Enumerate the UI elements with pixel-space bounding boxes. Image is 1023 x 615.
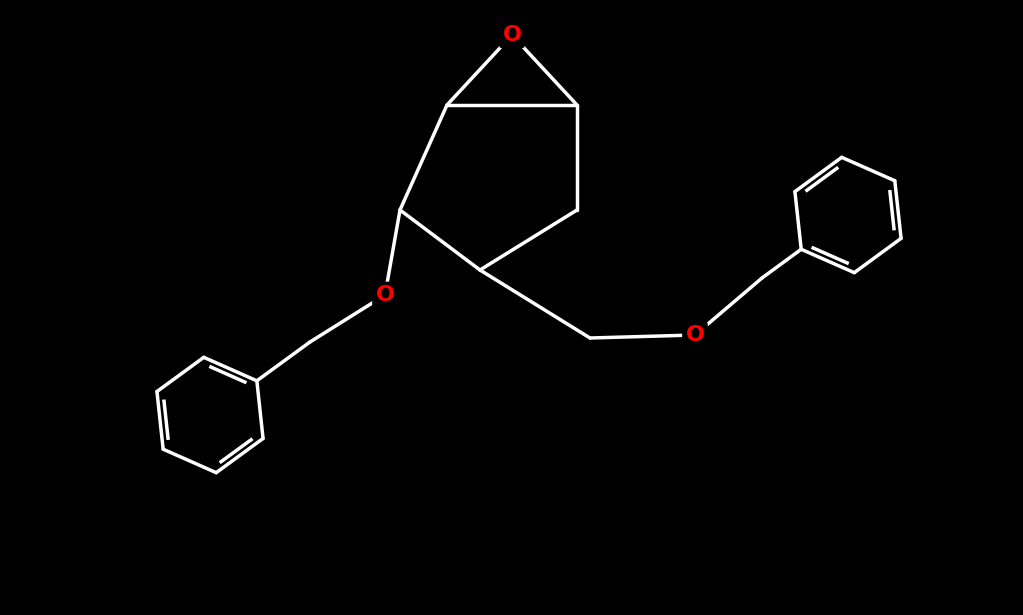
Text: O: O — [375, 285, 395, 305]
Text: O: O — [685, 325, 705, 345]
Text: O: O — [502, 25, 522, 45]
